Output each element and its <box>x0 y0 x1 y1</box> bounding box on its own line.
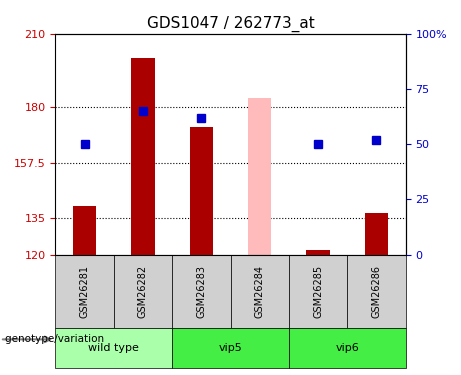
Text: wild type: wild type <box>88 343 139 353</box>
Bar <box>248 98 272 255</box>
Bar <box>365 213 388 255</box>
Text: GSM26285: GSM26285 <box>313 265 323 318</box>
Bar <box>307 250 330 255</box>
FancyBboxPatch shape <box>55 255 114 328</box>
FancyBboxPatch shape <box>289 328 406 368</box>
Bar <box>189 127 213 255</box>
FancyBboxPatch shape <box>347 255 406 328</box>
FancyBboxPatch shape <box>172 328 289 368</box>
FancyBboxPatch shape <box>55 328 172 368</box>
Text: GSM26284: GSM26284 <box>254 265 265 318</box>
Text: GSM26283: GSM26283 <box>196 265 207 318</box>
Text: vip5: vip5 <box>219 343 242 353</box>
Text: genotype/variation: genotype/variation <box>5 334 107 344</box>
FancyBboxPatch shape <box>289 255 347 328</box>
Text: GSM26282: GSM26282 <box>138 265 148 318</box>
Text: GSM26286: GSM26286 <box>372 265 382 318</box>
FancyBboxPatch shape <box>230 255 289 328</box>
Title: GDS1047 / 262773_at: GDS1047 / 262773_at <box>147 16 314 32</box>
Bar <box>131 58 154 255</box>
Text: GSM26281: GSM26281 <box>79 265 89 318</box>
FancyBboxPatch shape <box>172 255 230 328</box>
Bar <box>73 206 96 255</box>
Text: vip6: vip6 <box>336 343 359 353</box>
FancyBboxPatch shape <box>114 255 172 328</box>
